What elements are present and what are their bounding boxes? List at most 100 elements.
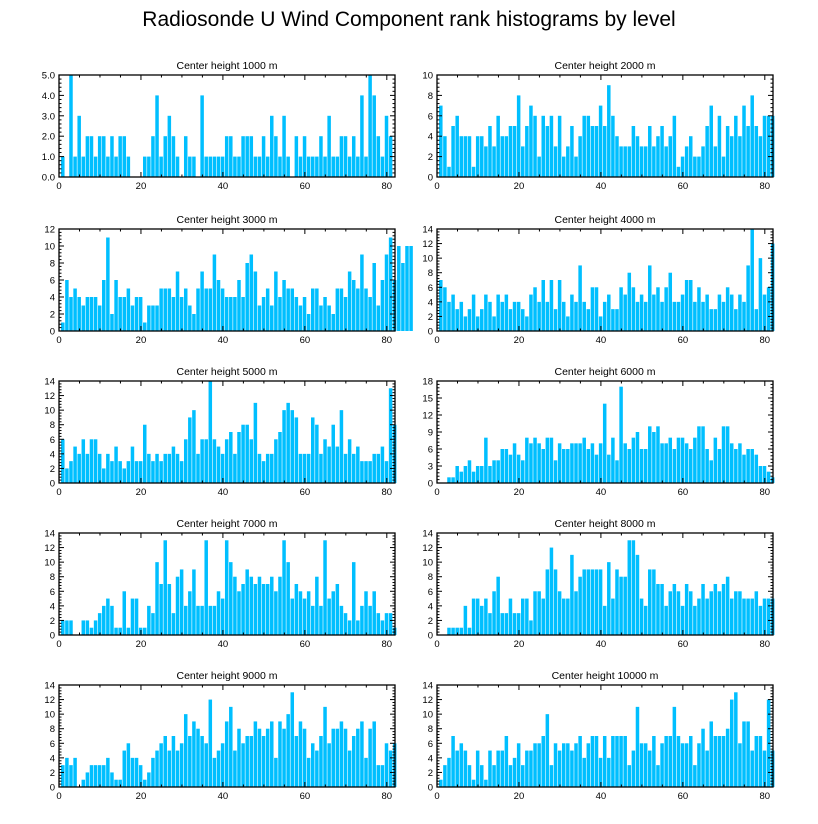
histogram-bar (652, 146, 656, 177)
histogram-bar (480, 605, 484, 635)
histogram-bar (327, 598, 331, 635)
x-tick-label: 20 (514, 487, 525, 498)
histogram-bar (582, 115, 586, 177)
y-tick-label: 18 (422, 377, 433, 388)
histogram-bar (750, 449, 754, 483)
histogram-bar (143, 322, 147, 331)
histogram-bar (335, 288, 340, 331)
histogram-bar (69, 620, 73, 635)
histogram-bar (278, 576, 282, 635)
histogram-bar (496, 294, 500, 331)
histogram-bar (163, 453, 167, 483)
histogram-bar (545, 714, 550, 787)
histogram-bar (709, 460, 713, 483)
histogram-bar (516, 454, 521, 483)
histogram-bar (347, 750, 352, 787)
histogram-bar (508, 454, 513, 483)
histogram-bar (270, 305, 274, 331)
histogram-bar (261, 584, 266, 635)
x-tick-label: 20 (136, 335, 147, 346)
y-tick-label: 10 (422, 558, 433, 569)
histogram-bar (619, 736, 623, 787)
histogram-bar (138, 461, 143, 483)
histogram-bar (492, 146, 496, 177)
histogram-bar (611, 115, 615, 177)
histogram-bar (278, 432, 282, 483)
histogram-bar (106, 598, 110, 635)
histogram-bar (455, 309, 459, 331)
y-tick-label: 2 (428, 616, 433, 627)
histogram-bar (672, 301, 677, 331)
histogram-bar (298, 156, 303, 177)
histogram-bar (439, 105, 443, 177)
histogram-bar (570, 294, 574, 331)
y-tick-label: 2 (428, 152, 433, 163)
histogram-bar (155, 562, 159, 635)
histogram-bar (192, 314, 196, 331)
histogram-bar (249, 576, 254, 635)
histogram-bar (93, 620, 98, 635)
histogram-bar (163, 736, 167, 787)
histogram-bar (545, 126, 550, 177)
histogram-bar (701, 584, 705, 635)
histogram-bar (602, 301, 607, 331)
histogram-bar (586, 569, 591, 635)
histogram-bar (459, 471, 464, 483)
histogram-bar (216, 280, 221, 331)
histogram-bar (455, 750, 459, 787)
histogram-bar (192, 156, 196, 177)
histogram-bar (484, 437, 488, 483)
histogram-bar (734, 309, 738, 331)
histogram-bar (286, 402, 290, 483)
histogram-bar (245, 424, 249, 483)
histogram-bar (709, 721, 713, 787)
histogram-bar (496, 460, 500, 483)
y-tick-label: 0 (428, 173, 433, 184)
histogram-bar (380, 620, 385, 635)
plot-frame (436, 74, 774, 178)
histogram-bar (684, 743, 689, 787)
y-tick-label: 4 (50, 601, 55, 612)
x-tick-label: 80 (382, 181, 393, 192)
histogram-bar (126, 288, 131, 331)
histogram-bar (627, 146, 632, 177)
histogram-bar (578, 576, 582, 635)
histogram-bar (537, 301, 541, 331)
histogram-bar (500, 301, 505, 331)
histogram-bar (516, 613, 521, 635)
y-tick-label: 12 (44, 695, 55, 706)
histogram-bar (488, 126, 492, 177)
y-tick-label: 6 (50, 276, 55, 287)
histogram-bar (762, 294, 767, 331)
histogram-bar (488, 613, 492, 635)
histogram-bar (122, 297, 127, 331)
histogram-bar (356, 288, 360, 331)
histogram-bar (512, 126, 517, 177)
histogram-bar (61, 322, 65, 331)
histogram-bar (598, 105, 603, 177)
histogram-bar (750, 750, 754, 787)
x-tick-label: 0 (56, 639, 61, 650)
y-tick-label: 12 (422, 239, 433, 250)
histogram-bar (492, 591, 496, 635)
histogram-bar (114, 779, 118, 787)
histogram-bar (151, 305, 155, 331)
histogram-bar (639, 449, 644, 483)
histogram-bar (549, 437, 554, 483)
x-tick-label: 0 (434, 791, 439, 802)
x-tick-label: 80 (760, 181, 771, 192)
histogram-bar (582, 757, 586, 787)
histogram-bar (635, 136, 640, 177)
histogram-bar (512, 757, 517, 787)
y-tick-label: 14 (44, 377, 55, 388)
histogram-bar (615, 569, 619, 635)
panel-title: Center height 8000 m (555, 518, 656, 530)
x-tick-label: 40 (596, 335, 607, 346)
histogram-bar (533, 287, 537, 331)
histogram-bar (455, 627, 459, 635)
histogram-panel-7: Center height 7000 m 0 20 40 60 80 0 2 4 6 8 10 12 14 (44, 518, 397, 650)
y-tick-label: 0 (50, 479, 55, 490)
histogram-bar (208, 381, 213, 483)
histogram-bar (257, 728, 262, 787)
histogram-bar (480, 309, 484, 331)
